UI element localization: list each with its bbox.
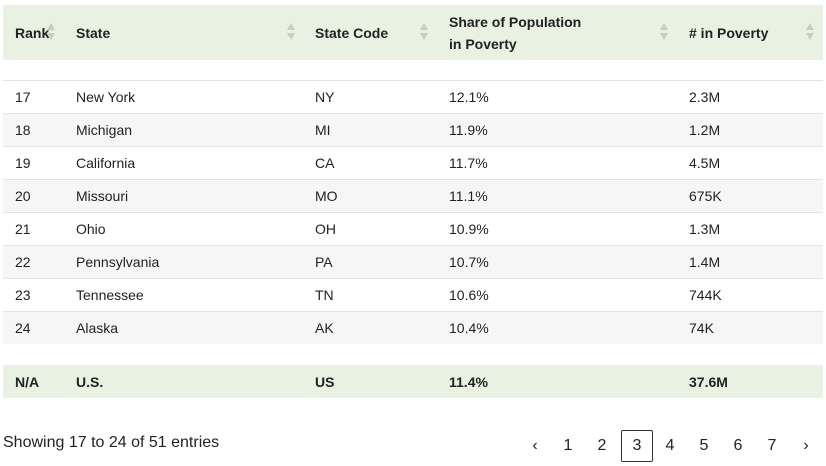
cell-code: TN (303, 278, 437, 312)
pagination-page-5[interactable]: 5 (699, 437, 709, 454)
poverty-table-container: Rank State State Code Share of Populatio… (3, 5, 823, 398)
cell-count: 1.2M (677, 113, 823, 147)
column-header-label: State Code (315, 24, 389, 41)
pagination-page-4[interactable]: 4 (665, 437, 675, 454)
table-row: 24 Alaska AK 10.4% 74K (3, 311, 823, 344)
sort-arrows-icon[interactable] (47, 21, 57, 43)
cell-rank: 18 (3, 113, 64, 147)
cell-count: 74K (677, 311, 823, 344)
table-gap-row (3, 344, 823, 365)
table-spacer-row (3, 60, 823, 81)
table-row: 20 Missouri MO 11.1% 675K (3, 179, 823, 213)
column-header-state[interactable]: State (64, 5, 303, 60)
cell-share: 12.1% (437, 80, 677, 114)
pagination-page-6[interactable]: 6 (733, 437, 743, 454)
cell-count: 675K (677, 179, 823, 213)
total-code: US (303, 365, 437, 398)
cell-rank: 23 (3, 278, 64, 312)
sort-arrows-icon[interactable] (806, 21, 816, 43)
cell-code: NY (303, 80, 437, 114)
cell-code: MO (303, 179, 437, 213)
table-row: 18 Michigan MI 11.9% 1.2M (3, 113, 823, 147)
cell-state: Pennsylvania (64, 245, 303, 279)
cell-code: MI (303, 113, 437, 147)
cell-rank: 20 (3, 179, 64, 213)
table-row: 19 California CA 11.7% 4.5M (3, 146, 823, 180)
cell-code: PA (303, 245, 437, 279)
cell-share: 11.9% (437, 113, 677, 147)
cell-share: 10.7% (437, 245, 677, 279)
column-header-state-code[interactable]: State Code (303, 5, 437, 60)
cell-share: 11.1% (437, 179, 677, 213)
cell-count: 744K (677, 278, 823, 312)
cell-state: Tennessee (64, 278, 303, 312)
cell-rank: 24 (3, 311, 64, 344)
cell-rank: 21 (3, 212, 64, 246)
cell-code: AK (303, 311, 437, 344)
total-rank: N/A (3, 365, 64, 398)
cell-state: Missouri (64, 179, 303, 213)
cell-state: Michigan (64, 113, 303, 147)
sort-arrows-icon[interactable] (660, 21, 670, 43)
cell-rank: 22 (3, 245, 64, 279)
cell-state: New York (64, 80, 303, 114)
cell-rank: 17 (3, 80, 64, 114)
cell-count: 1.4M (677, 245, 823, 279)
cell-count: 1.3M (677, 212, 823, 246)
total-state: U.S. (64, 365, 303, 398)
pagination-page-1[interactable]: 1 (563, 437, 573, 454)
table-row: 21 Ohio OH 10.9% 1.3M (3, 212, 823, 246)
pagination-page-7[interactable]: 7 (767, 437, 777, 454)
table-row: 22 Pennsylvania PA 10.7% 1.4M (3, 245, 823, 279)
table-row: 17 New York NY 12.1% 2.3M (3, 80, 823, 114)
pagination-page-2[interactable]: 2 (597, 437, 607, 454)
pagination-prev-button[interactable]: ‹ (532, 437, 538, 454)
column-header-label: State (76, 24, 111, 41)
cell-state: California (64, 146, 303, 180)
table-row: 23 Tennessee TN 10.6% 744K (3, 278, 823, 312)
total-share: 11.4% (437, 365, 677, 398)
total-count: 37.6M (677, 365, 823, 398)
cell-count: 4.5M (677, 146, 823, 180)
cell-rank: 19 (3, 146, 64, 180)
table-total-row: N/A U.S. US 11.4% 37.6M (3, 365, 823, 398)
table-info-text: Showing 17 to 24 of 51 entries (3, 434, 220, 451)
column-header-rank[interactable]: Rank (3, 5, 64, 60)
column-header-label: # in Poverty (689, 24, 769, 41)
column-header-label: Share of Population (449, 13, 582, 30)
pagination-next-button[interactable]: › (803, 437, 809, 454)
cell-share: 10.4% (437, 311, 677, 344)
column-header-label: in Poverty (449, 35, 517, 52)
table-header-row: Rank State State Code Share of Populatio… (3, 5, 823, 60)
column-header-label: Rank (15, 24, 50, 41)
cell-share: 11.7% (437, 146, 677, 180)
cell-state: Ohio (64, 212, 303, 246)
cell-share: 10.9% (437, 212, 677, 246)
pagination-page-3-current[interactable]: 3 (621, 430, 653, 462)
cell-code: OH (303, 212, 437, 246)
cell-share: 10.6% (437, 278, 677, 312)
sort-arrows-icon[interactable] (287, 21, 297, 43)
cell-state: Alaska (64, 311, 303, 344)
sort-arrows-icon[interactable] (420, 21, 430, 43)
cell-count: 2.3M (677, 80, 823, 114)
pagination: ‹ 1 2 3 4 5 6 7 › (520, 430, 820, 462)
column-header-share[interactable]: Share of Population in Poverty (437, 5, 677, 60)
cell-code: CA (303, 146, 437, 180)
column-header-count[interactable]: # in Poverty (677, 5, 823, 60)
poverty-table: Rank State State Code Share of Populatio… (3, 5, 823, 398)
